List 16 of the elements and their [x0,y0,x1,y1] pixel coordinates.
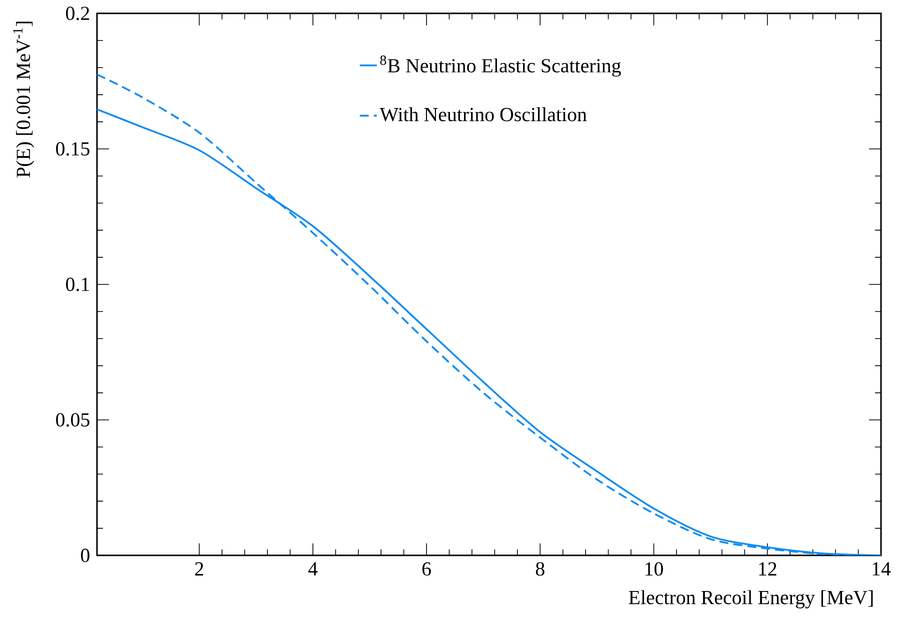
y-tick-label: 0 [80,548,90,562]
x-tick-label: 4 [308,562,318,576]
y-tick-label: 0.15 [56,142,90,156]
x-tick-label: 8 [536,562,544,576]
legend-label: With Neutrino Oscillation [380,107,587,122]
y-tick-label: 0.05 [56,412,90,426]
legend-label: $^{8}$B Neutrino Elastic Scattering [380,55,621,76]
x-axis-title: Electron Recoil Energy [MeV] [628,590,873,608]
x-tick-label: 12 [759,562,776,576]
y-axis-title: P(E) [0.001 MeV$^{-1}$] [13,22,34,178]
x-tick-label: 6 [422,562,431,576]
x-tick-label: 14 [872,562,891,576]
y-tick-label: 0.1 [66,277,89,291]
x-tick-label: 2 [195,562,204,576]
x-tick-label: 10 [646,562,663,576]
y-tick-label: 0.2 [66,6,90,20]
